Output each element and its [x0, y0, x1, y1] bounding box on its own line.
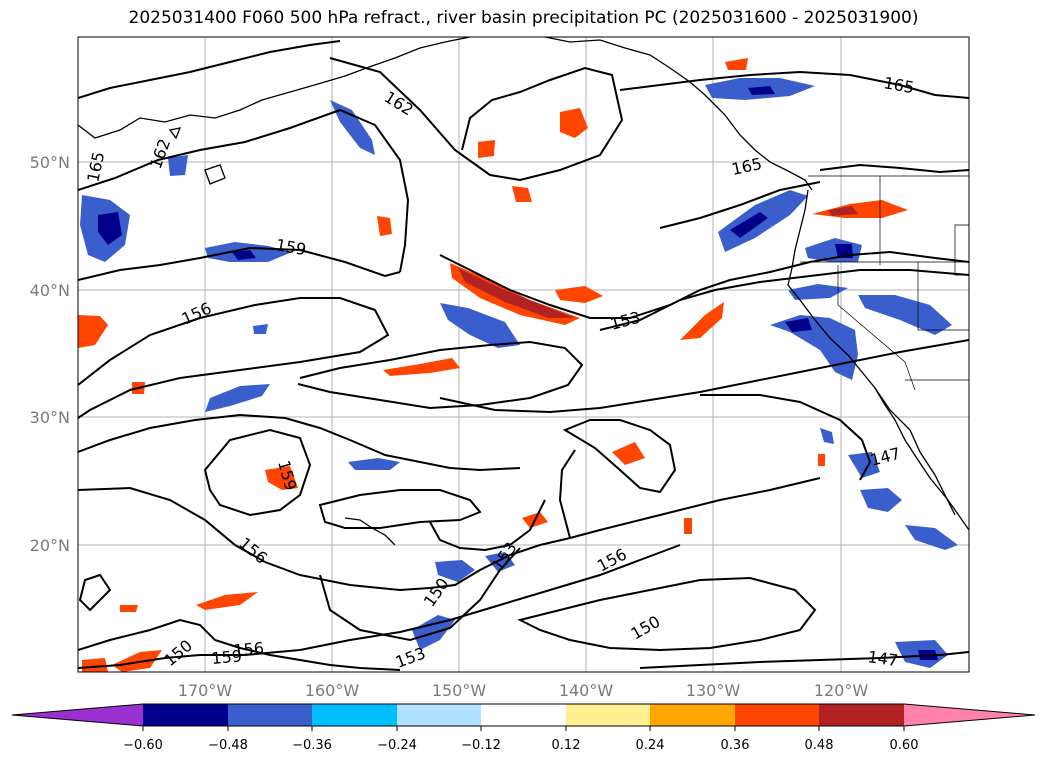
colorbar-tick-label: −0.36 [292, 738, 332, 753]
lat-label: 40°N [30, 281, 70, 300]
precip-blob-negative [785, 318, 812, 332]
longitude-labels: 170°W 160°W 150°W 140°W 130°W 120°W [178, 681, 869, 700]
lat-label: 20°N [30, 536, 70, 555]
colorbar-segment [228, 704, 312, 726]
precip-blob-negative [330, 100, 375, 155]
political-borders [800, 175, 969, 391]
colorbar-segment [650, 704, 735, 726]
precip-blob-negative [440, 303, 520, 348]
colorbar-tick-label: 0.48 [805, 738, 834, 753]
precip-blob-positive [555, 286, 603, 303]
colorbar-segment [481, 704, 566, 726]
contour-label: 156 [233, 638, 265, 660]
map-title: 2025031400 F060 500 hPa refract., river … [128, 8, 919, 28]
lat-label: 30°N [30, 408, 70, 427]
precip-blob-positive [560, 108, 588, 138]
precip-blob-positive [818, 454, 825, 466]
colorbar-segment [819, 704, 904, 726]
precip-shading [78, 58, 958, 672]
precip-blob-negative [820, 428, 834, 444]
precip-blob-positive [684, 518, 692, 534]
colorbar-segment [312, 704, 397, 726]
precip-blob-positive [680, 302, 724, 340]
graticule [78, 37, 969, 672]
precip-blob-negative [848, 452, 880, 478]
precip-blob-negative [253, 324, 268, 334]
colorbar-segment [143, 704, 228, 726]
precip-blob-positive [112, 650, 162, 672]
colorbar-tick-label: 0.24 [636, 738, 665, 753]
precip-blob-positive [383, 358, 460, 376]
colorbar-tick-label: −0.60 [123, 738, 163, 753]
precip-blob-negative [858, 295, 952, 335]
precip-blob-positive [612, 442, 645, 465]
lon-label: 150°W [432, 681, 487, 700]
precip-blob-negative [232, 250, 256, 260]
precip-blob-positive [512, 186, 532, 202]
colorbar-extend-high [904, 704, 1035, 726]
colorbar-segment [735, 704, 819, 726]
precip-blob-negative [168, 155, 188, 176]
lon-label: 140°W [559, 681, 614, 700]
colorbar-tick-label: −0.24 [377, 738, 417, 753]
map-area [78, 37, 969, 672]
precip-blob-negative [435, 560, 475, 582]
colorbar-tick-label: 0.36 [721, 738, 750, 753]
precip-blob-positive [725, 58, 748, 70]
colorbar-extend-low [12, 704, 143, 726]
colorbar-segment [566, 704, 650, 726]
precip-blob-positive [265, 466, 298, 490]
precip-blob-positive [377, 216, 392, 236]
colorbar-tick-label: −0.48 [208, 738, 248, 753]
precip-blob-negative [98, 212, 122, 245]
latitude-labels: 50°N 40°N 30°N 20°N [30, 153, 70, 555]
precip-blob-positive [828, 206, 858, 216]
precip-blob-negative [905, 525, 958, 550]
colorbar: −0.60 −0.48 −0.36 −0.24 −0.12 0.12 0.24 … [11, 703, 1036, 753]
precip-blob-positive [196, 592, 258, 610]
lon-label: 130°W [686, 681, 741, 700]
precip-blob-positive [78, 315, 108, 348]
precip-blob-negative [730, 212, 768, 238]
coastlines [78, 37, 969, 546]
precip-blob-positive [478, 140, 495, 158]
precip-blob-positive [82, 658, 108, 672]
colorbar-segment [397, 704, 481, 726]
map-frame [77, 36, 970, 673]
precip-blob-negative [748, 86, 775, 95]
colorbar-tick-label: −0.12 [461, 738, 501, 753]
colorbar-tick-label: 0.12 [552, 738, 581, 753]
contour-label: 159 [211, 646, 243, 668]
precip-blob-positive [120, 605, 138, 612]
lat-label: 50°N [30, 153, 70, 172]
precip-blob-negative [860, 488, 902, 512]
precip-blob-negative [348, 458, 400, 470]
lon-label: 160°W [305, 681, 360, 700]
precip-blob-negative [205, 384, 270, 412]
colorbar-tick-label: 0.60 [890, 738, 919, 753]
lon-label: 170°W [178, 681, 233, 700]
precip-blob-negative [788, 284, 848, 300]
lon-label: 120°W [814, 681, 869, 700]
contours [78, 40, 969, 671]
contour-label: 147 [866, 647, 899, 670]
